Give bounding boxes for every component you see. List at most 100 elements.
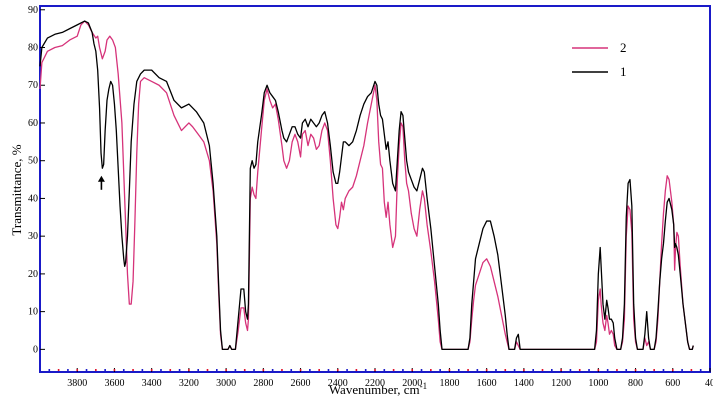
- x-minor-tick: [606, 369, 609, 371]
- legend-label-series-1: 1: [620, 64, 627, 79]
- x-tick-label: 3400: [142, 378, 162, 389]
- x-tick-label: 1400: [514, 378, 534, 389]
- annotation-group: [97, 175, 105, 190]
- x-minor-tick: [113, 369, 116, 371]
- x-minor-tick: [653, 369, 655, 371]
- x-minor-tick: [551, 369, 553, 371]
- x-minor-tick: [476, 369, 479, 371]
- x-axis-title-superscript: -1: [420, 381, 428, 391]
- x-minor-tick: [48, 369, 51, 371]
- y-tick-label: 60: [28, 118, 38, 129]
- x-minor-tick: [383, 369, 386, 371]
- x-minor-tick: [169, 369, 172, 371]
- y-tick-label: 40: [28, 193, 38, 204]
- x-minor-tick: [560, 369, 562, 371]
- x-minor-tick: [197, 369, 199, 371]
- x-tick-label: 600: [665, 378, 680, 389]
- x-minor-tick: [346, 369, 348, 371]
- x-minor-tick: [523, 369, 525, 371]
- y-tick-group: 0 10 20 30 40 50 60 70 80 90: [28, 5, 45, 355]
- y-tick-label: 20: [28, 269, 38, 280]
- x-minor-tick: [616, 369, 618, 371]
- x-minor-tick: [504, 369, 507, 371]
- x-minor-tick: [374, 369, 376, 371]
- x-minor-tick: [495, 369, 497, 371]
- x-tick-label: 3800: [67, 378, 87, 389]
- annotation-arrow-head: [97, 175, 105, 182]
- x-tick-label: 2400: [328, 378, 348, 389]
- x-tick-label: 3000: [216, 378, 236, 389]
- x-minor-tick: [355, 369, 358, 371]
- x-minor-tick: [644, 369, 646, 371]
- y-tick-label: 70: [28, 80, 38, 91]
- x-minor-tick: [467, 369, 469, 371]
- x-tick-label: 1800: [439, 378, 459, 389]
- x-tick-label: 2600: [291, 378, 311, 389]
- x-minor-tick: [411, 369, 414, 371]
- x-minor-tick: [271, 369, 274, 371]
- x-minor-tick: [104, 369, 106, 371]
- x-tick-label: 1000: [588, 378, 608, 389]
- x-tick-label: 3600: [104, 378, 124, 389]
- x-minor-tick: [690, 369, 693, 371]
- x-minor-tick: [281, 369, 283, 371]
- x-tick-label: 2800: [253, 378, 273, 389]
- x-minor-tick: [588, 369, 590, 371]
- x-minor-tick: [132, 369, 134, 371]
- x-minor-tick: [216, 369, 218, 371]
- x-minor-tick: [430, 369, 432, 371]
- x-axis-title-text: Wavenumber, cm: [329, 382, 420, 397]
- x-minor-tick: [457, 369, 460, 371]
- x-minor-tick: [402, 369, 404, 371]
- x-minor-tick: [532, 369, 534, 371]
- x-minor-tick: [206, 369, 209, 371]
- x-tick-label: 2000: [402, 378, 422, 389]
- x-minor-tick: [364, 369, 367, 371]
- x-minor-tick: [299, 369, 302, 371]
- y-tick-label: 80: [28, 43, 38, 54]
- x-minor-tick: [262, 369, 265, 371]
- x-minor-tick: [95, 369, 97, 371]
- x-minor-tick: [662, 369, 665, 371]
- x-minor-tick: [290, 369, 293, 371]
- x-minor-tick: [578, 369, 581, 371]
- y-tick-label: 10: [28, 307, 38, 318]
- x-minor-tick: [634, 369, 637, 371]
- x-minor-tick: [57, 369, 60, 371]
- x-minor-tick: [243, 369, 246, 371]
- legend: 2 1: [572, 40, 627, 79]
- x-tick-label: 40: [705, 378, 713, 389]
- series-line-1: [39, 20, 694, 351]
- legend-label-series-2: 2: [620, 40, 627, 55]
- x-minor-tick: [150, 369, 153, 371]
- y-axis-title: Transmittance, %: [9, 144, 24, 235]
- y-tick-label: 90: [28, 5, 38, 16]
- x-minor-tick: [234, 369, 237, 371]
- x-minor-tick: [392, 369, 395, 371]
- x-tick-label: 2200: [365, 378, 385, 389]
- x-minor-tick: [485, 369, 488, 371]
- x-minor-tick: [141, 369, 144, 371]
- x-minor-tick: [122, 369, 125, 371]
- x-minor-tick: [309, 369, 311, 371]
- x-minor-tick: [318, 369, 320, 371]
- x-minor-tick: [85, 369, 88, 371]
- x-minor-tick: [420, 369, 423, 371]
- x-tick-label: 800: [628, 378, 643, 389]
- x-minor-tick: [681, 369, 683, 371]
- x-minor-tick: [188, 369, 190, 371]
- y-tick-label: 0: [33, 344, 38, 355]
- x-minor-tick: [336, 369, 339, 371]
- series-line-2: [39, 20, 694, 351]
- x-minor-tick: [76, 369, 79, 371]
- x-minor-tick: [160, 369, 162, 371]
- x-minor-tick: [671, 369, 674, 371]
- y-tick-label: 30: [28, 231, 38, 242]
- series-group: [39, 20, 694, 351]
- y-tick-label: 50: [28, 156, 38, 167]
- x-minor-tick: [569, 369, 572, 371]
- x-minor-tick: [597, 369, 600, 371]
- x-minor-tick: [225, 369, 227, 371]
